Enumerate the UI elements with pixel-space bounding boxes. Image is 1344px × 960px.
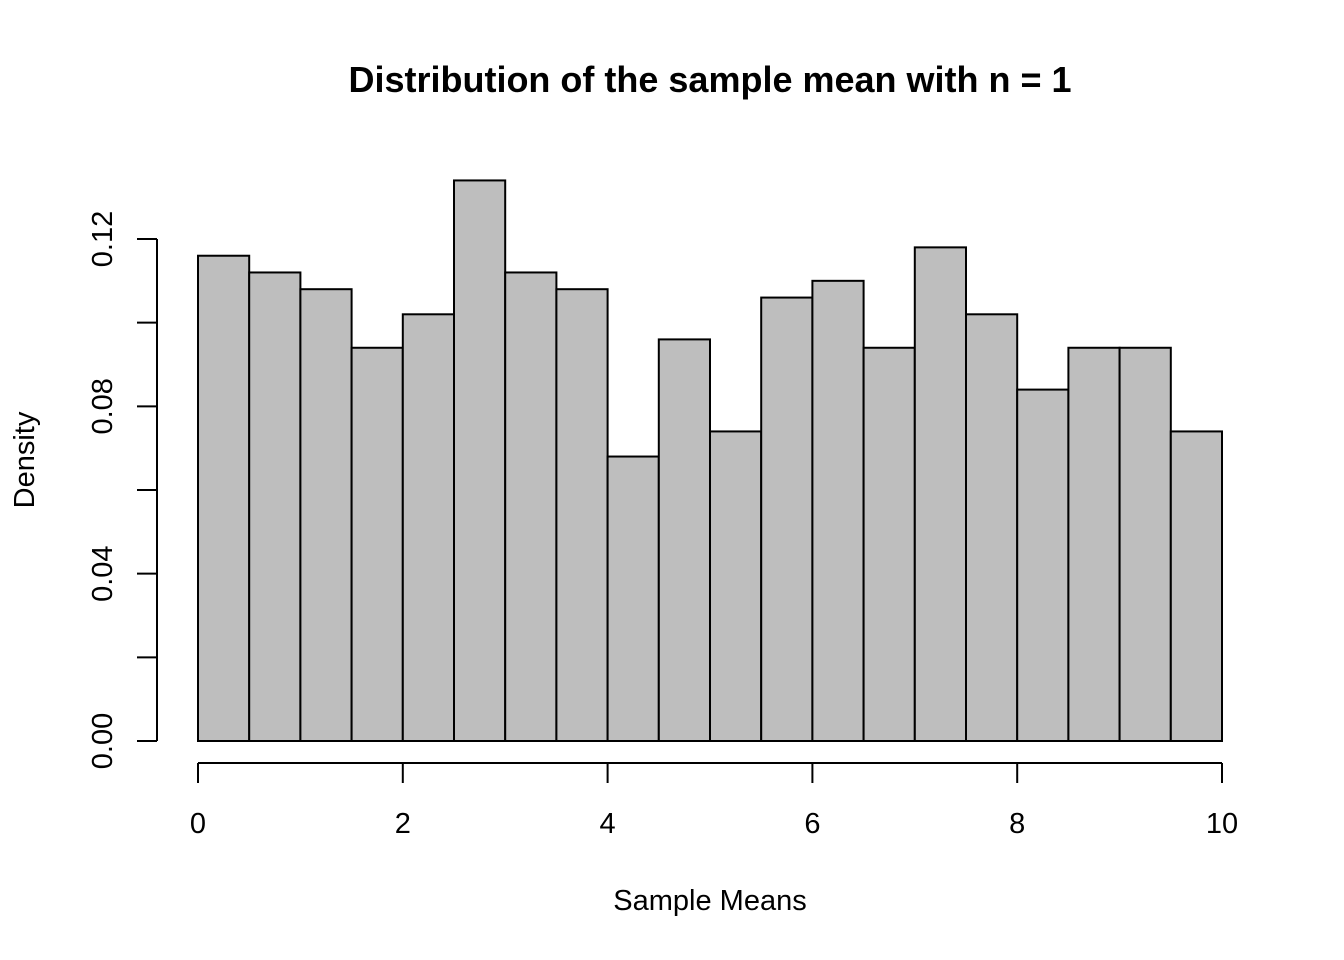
histogram-bar: [657, 338, 711, 742]
bars-group: [197, 179, 1224, 742]
x-tick-label: 4: [600, 808, 616, 840]
x-axis-label: Sample Means: [613, 885, 806, 917]
histogram-bar: [248, 271, 302, 742]
x-tick-label: 8: [1009, 808, 1025, 840]
y-tick-label: 0.00: [87, 713, 119, 769]
histogram-bar: [862, 346, 916, 742]
x-tick-label: 0: [190, 808, 206, 840]
histogram-bar: [1169, 430, 1224, 742]
chart-title: Distribution of the sample mean with n =…: [348, 59, 1071, 100]
histogram-bar: [401, 313, 455, 742]
y-axis-label: Density: [9, 411, 41, 508]
y-tick-label: 0.04: [87, 545, 119, 601]
histogram-bar: [453, 179, 507, 742]
y-axis: 0.00 0.04 0.08 0.12: [87, 211, 158, 769]
histogram-bar: [811, 279, 865, 742]
histogram-bar: [504, 271, 558, 742]
histogram-bar: [1067, 346, 1121, 742]
y-tick-label: 0.08: [87, 378, 119, 434]
histogram-bar: [555, 288, 609, 742]
y-tick-label: 0.12: [87, 211, 119, 267]
histogram-bar: [913, 246, 967, 742]
x-tick-label: 10: [1206, 808, 1238, 840]
histogram-bar: [1118, 346, 1172, 742]
x-axis: 0 2 4 6 8 10: [190, 762, 1238, 840]
histogram-bar: [760, 296, 814, 742]
histogram-bar: [965, 313, 1019, 742]
histogram-bar: [350, 346, 404, 742]
histogram-bar: [197, 254, 251, 742]
histogram-bar: [606, 455, 660, 742]
histogram-bar: [299, 288, 353, 742]
histogram-bar: [709, 430, 763, 742]
x-tick-label: 2: [395, 808, 411, 840]
x-tick-label: 6: [804, 808, 820, 840]
histogram-bar: [1016, 388, 1070, 742]
